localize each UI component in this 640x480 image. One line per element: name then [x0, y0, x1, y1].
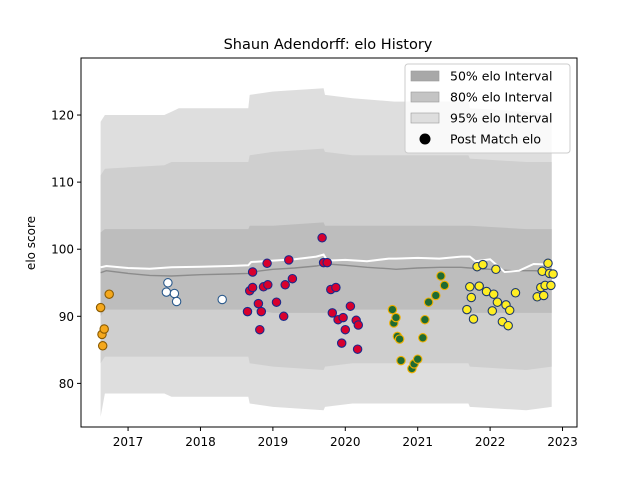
match-point-5-21	[538, 290, 549, 301]
match-point-5-15	[503, 320, 513, 331]
match-point-3-29	[353, 320, 364, 330]
match-point-1-4	[97, 341, 108, 351]
legend-box	[404, 63, 571, 154]
match-point-3-25	[340, 324, 351, 335]
legend-50-elo-interval-label: 50% elo Interval	[450, 69, 552, 84]
match-point-3-18	[322, 257, 332, 268]
y-tick-label-100: 100	[51, 243, 74, 257]
x-tick-label-2022: 2022	[475, 435, 506, 449]
x-tick-label-2019: 2019	[258, 435, 289, 449]
y-tick-label-110: 110	[51, 176, 74, 190]
match-point-3-3	[247, 282, 258, 293]
match-point-3-7	[256, 306, 267, 317]
plot-area	[95, 88, 558, 417]
match-point-2-2	[161, 287, 172, 297]
match-point-5-17	[510, 288, 521, 298]
match-point-3-11	[271, 297, 282, 307]
match-point-5-10	[488, 289, 499, 299]
legend-80-elo-interval-swatch	[410, 91, 440, 103]
x-tick-label-2023: 2023	[547, 435, 578, 449]
match-point-2-4	[171, 296, 182, 307]
match-point-3-9	[262, 258, 272, 269]
match-point-4-5	[394, 334, 405, 344]
match-point-4-13	[431, 290, 441, 301]
legend-95-elo-interval-label: 95% elo Interval	[450, 111, 552, 126]
match-point-2-3	[169, 288, 180, 299]
match-point-2-1	[163, 278, 173, 288]
match-point-3-6	[255, 324, 265, 335]
match-point-1-1	[95, 302, 106, 313]
match-point-5-1	[462, 304, 472, 315]
match-point-3-15	[287, 273, 298, 284]
y-tick-label-80: 80	[59, 377, 74, 391]
match-point-5-7	[478, 259, 488, 270]
match-point-1-3	[99, 324, 109, 334]
match-point-5-6	[474, 281, 484, 291]
legend-50-elo-interval-swatch	[410, 70, 440, 82]
x-tick-label-2018: 2018	[185, 435, 216, 449]
y-axis-label: elo score	[24, 216, 38, 270]
match-point-3-20	[327, 308, 338, 318]
match-point-3-4	[247, 267, 258, 277]
match-point-3-24	[338, 312, 348, 323]
match-point-4-14	[436, 271, 446, 281]
match-point-3-16	[317, 233, 327, 243]
match-point-5-3	[466, 292, 477, 303]
x-tick-label-2020: 2020	[330, 435, 361, 449]
chart-title: Shaun Adendorff: elo History	[224, 37, 433, 53]
match-point-5-2	[465, 282, 475, 292]
match-point-3-14	[284, 255, 294, 265]
match-point-4-11	[420, 314, 430, 325]
y-axis: 80 90 100 110 120	[51, 109, 81, 391]
match-point-5-4	[468, 314, 479, 324]
legend-post-match-elo-marker	[419, 133, 431, 145]
x-tick-label-2017: 2017	[113, 435, 144, 449]
match-point-4-3	[391, 312, 401, 323]
match-point-3-26	[345, 301, 356, 311]
match-point-1-5	[104, 289, 114, 299]
match-point-4-9	[412, 354, 423, 364]
y-tick-label-120: 120	[51, 109, 74, 123]
match-point-5-23	[543, 258, 553, 269]
match-point-5-9	[487, 306, 498, 316]
plot-frame	[80, 57, 578, 428]
legend-post-match-elo-label: Post Match elo	[450, 132, 541, 147]
match-point-2-5	[217, 294, 227, 305]
match-point-5-16	[504, 305, 515, 316]
match-point-3-12	[278, 311, 289, 322]
match-point-5-11	[491, 264, 501, 275]
x-tick-label-2021: 2021	[402, 435, 433, 449]
match-point-4-12	[423, 297, 434, 307]
legend-95-elo-interval-swatch	[410, 112, 440, 124]
match-point-3-13	[280, 280, 290, 290]
y-tick-label-90: 90	[59, 310, 74, 324]
match-point-3-5	[253, 298, 264, 309]
match-point-4-10	[418, 333, 428, 343]
match-point-3-1	[242, 306, 253, 317]
legend: 50% elo Interval 80% elo Interval 95% elo …	[404, 63, 571, 154]
match-point-4-6	[396, 355, 406, 366]
match-point-3-21	[331, 282, 341, 293]
x-axis: 2017 2018 2019 2020 2021 2022 2023	[113, 427, 578, 449]
match-point-4-15	[439, 280, 450, 291]
legend-80-elo-interval-label: 80% elo Interval	[450, 90, 552, 105]
match-point-5-25	[546, 280, 556, 291]
match-point-3-23	[336, 338, 347, 348]
match-point-5-12	[492, 297, 503, 307]
match-point-5-26	[548, 269, 558, 279]
match-point-3-10	[263, 280, 273, 290]
match-point-4-1	[387, 304, 398, 315]
match-point-3-28	[352, 344, 363, 354]
